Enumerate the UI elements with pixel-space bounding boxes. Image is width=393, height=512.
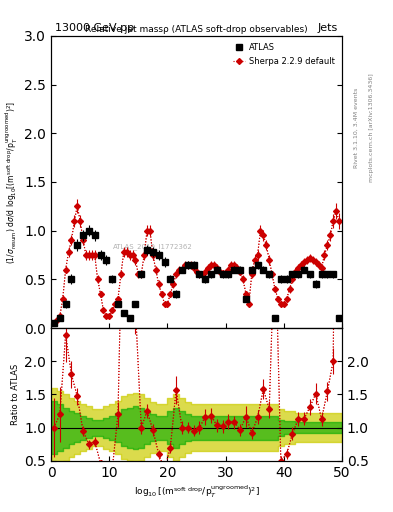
Y-axis label: Ratio to ATLAS: Ratio to ATLAS [11, 364, 20, 425]
Text: 13000 GeV pp: 13000 GeV pp [55, 23, 134, 33]
Text: mcplots.cern.ch [arXiv:1306.3436]: mcplots.cern.ch [arXiv:1306.3436] [369, 74, 375, 182]
Text: Rivet 3.1.10, 3.4M events: Rivet 3.1.10, 3.4M events [354, 88, 359, 168]
Legend: ATLAS, Sherpa 2.2.9 default: ATLAS, Sherpa 2.2.9 default [230, 40, 338, 69]
X-axis label: $\log_{10}$[(m$^{\rm soft\ drop}$/p$_T^{\rm ungroomed}$)$^2$]: $\log_{10}$[(m$^{\rm soft\ drop}$/p$_T^{… [134, 484, 259, 500]
Text: ATLAS_2019_I1772362: ATLAS_2019_I1772362 [113, 243, 193, 249]
Text: Jets: Jets [318, 23, 338, 33]
Title: Relative jet massρ (ATLAS soft-drop observables): Relative jet massρ (ATLAS soft-drop obse… [85, 25, 308, 34]
Y-axis label: $(1/\sigma_{\rm resum})$ d$\sigma$/d log$_{10}$[(m$^{\rm soft\ drop}$/p$_T^{\rm : $(1/\sigma_{\rm resum})$ d$\sigma$/d log… [4, 100, 20, 264]
